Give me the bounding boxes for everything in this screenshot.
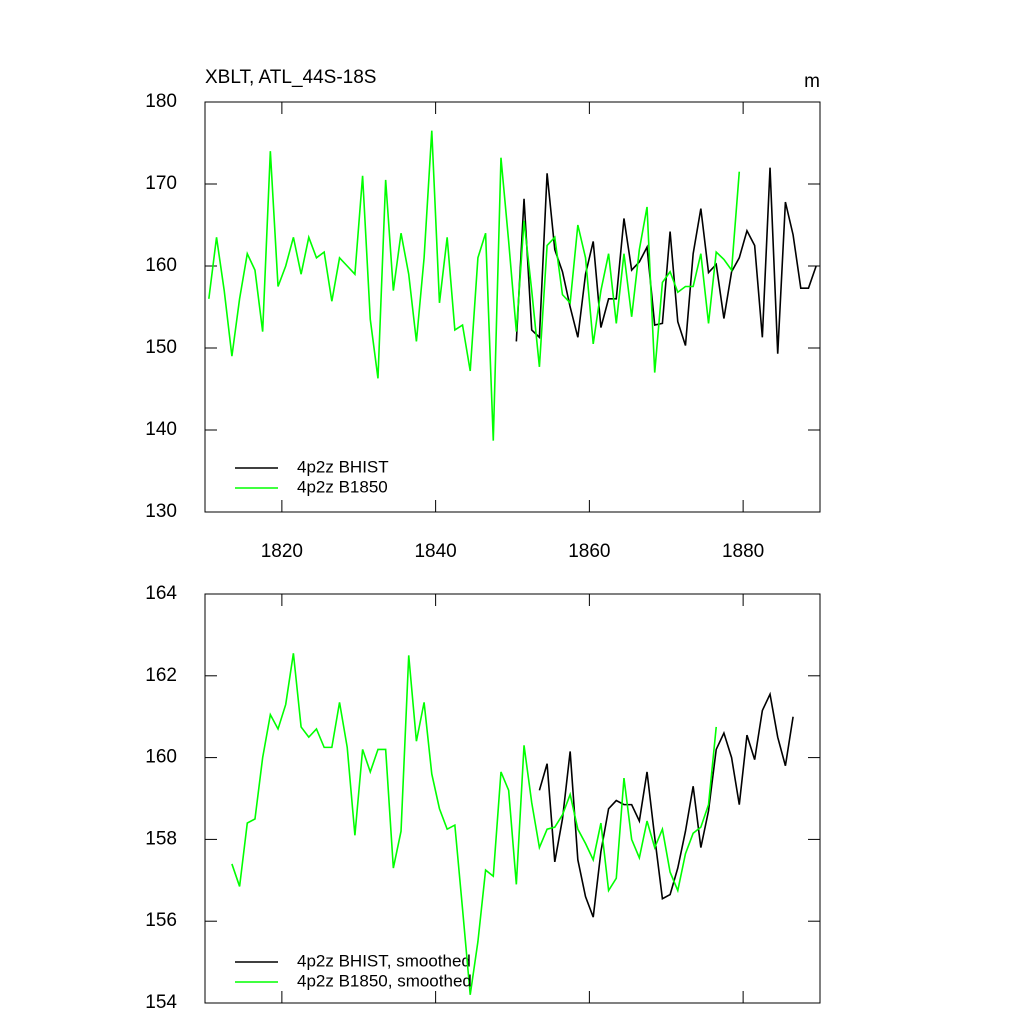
series-line	[538, 691, 794, 918]
x-tick-label: 1860	[568, 541, 610, 562]
chart-title: XBLT, ATL_44S-18S	[205, 67, 376, 88]
legend-label: 4p2z B1850, smoothed	[297, 971, 472, 990]
y-tick-label: 160	[145, 747, 177, 768]
legend-label: 4p2z B1850	[297, 477, 388, 496]
plot-frame	[204, 593, 821, 1004]
legend-label: 4p2z BHIST, smoothed	[297, 951, 471, 970]
y-tick-label: 164	[145, 583, 177, 604]
x-tick-label: 1840	[414, 541, 456, 562]
series-line	[208, 130, 741, 441]
y-tick-label: 180	[145, 91, 177, 112]
y-tick-label: 150	[145, 337, 177, 358]
y-tick-label: 154	[145, 992, 177, 1013]
y-tick-label: 170	[145, 173, 177, 194]
units-label: m	[804, 71, 820, 92]
series-line	[515, 167, 817, 354]
y-tick-label: 160	[145, 255, 177, 276]
y-tick-label: 140	[145, 419, 177, 440]
plot-frame	[204, 101, 821, 513]
y-tick-label: 158	[145, 828, 177, 849]
series-line	[231, 653, 718, 995]
x-tick-label: 1820	[261, 541, 303, 562]
y-tick-label: 130	[145, 501, 177, 522]
legend-label: 4p2z BHIST	[297, 457, 389, 476]
x-tick-label: 1880	[722, 541, 764, 562]
y-tick-label: 162	[145, 665, 177, 686]
y-tick-label: 156	[145, 910, 177, 931]
